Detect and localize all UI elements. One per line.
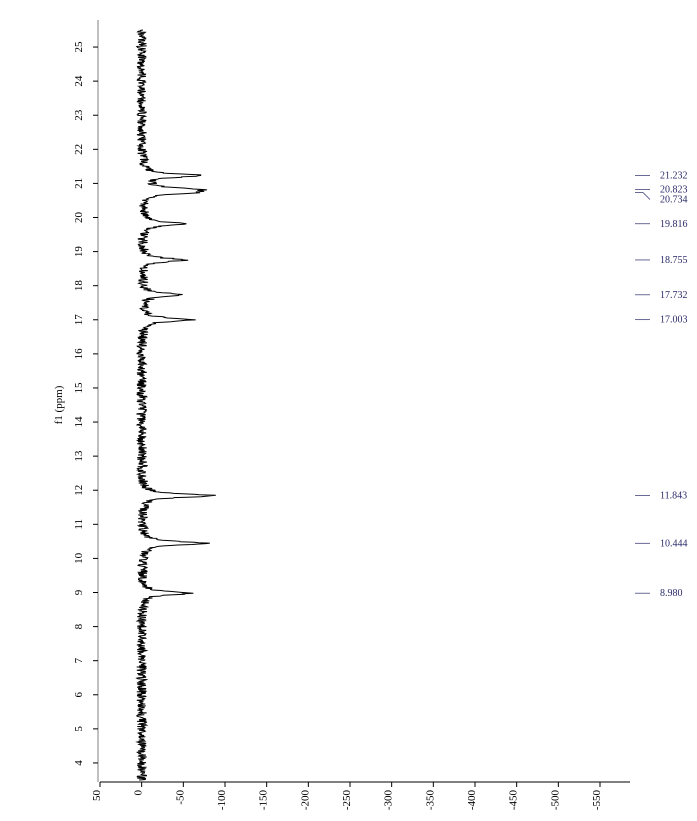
ppm-tick-label: 16 xyxy=(73,348,85,360)
peak-label: 20.734 xyxy=(660,194,688,205)
intensity-tick-label: -550 xyxy=(591,790,603,811)
ppm-tick-label: 19 xyxy=(73,246,85,258)
ppm-tick-label: 13 xyxy=(73,450,85,462)
nmr-spectrum-figure: 50 0 -50 -100 -150 -200 -250 -300 -350 -400 -450 -5… xyxy=(0,0,697,821)
ppm-tick-label: 10 xyxy=(73,552,85,564)
peak-label-leader xyxy=(643,192,650,199)
intensity-tick-label: -300 xyxy=(383,790,395,811)
ppm-tick-label: 4 xyxy=(73,760,85,766)
intensity-tick-label: -150 xyxy=(258,790,270,811)
peak-label: 21.232 xyxy=(660,171,688,182)
intensity-tick-label: -350 xyxy=(424,790,436,811)
intensity-tick-label: -250 xyxy=(341,790,353,811)
ppm-tick-label: 17 xyxy=(73,314,85,326)
peak-label: 18.755 xyxy=(660,255,688,266)
ppm-tick-label: 18 xyxy=(73,280,85,292)
ppm-tick-label: 24 xyxy=(73,75,85,87)
ppm-tick-label: 14 xyxy=(73,416,85,428)
nmr-spectrum-svg: 50 0 -50 -100 -150 -200 -250 -300 -350 -400 -450 -5… xyxy=(0,0,697,821)
intensity-tick-label: 50 xyxy=(91,790,103,802)
peak-label: 17.732 xyxy=(660,290,688,301)
ppm-tick-label: 11 xyxy=(73,519,85,530)
ppm-tick-label: 12 xyxy=(73,485,85,496)
intensity-tick-label: -450 xyxy=(508,790,520,811)
ppm-tick-label: 8 xyxy=(73,623,85,629)
peak-label: 11.843 xyxy=(660,491,687,502)
ppm-tick-label: 20 xyxy=(73,212,85,224)
ppm-tick-label: 9 xyxy=(73,589,85,595)
ppm-tick-label: 22 xyxy=(73,144,85,155)
intensity-tick-label: -100 xyxy=(216,790,228,811)
ppm-tick-label: 5 xyxy=(73,726,85,732)
ppm-tick-label: 25 xyxy=(73,41,85,53)
ppm-tick-label: 7 xyxy=(73,657,85,663)
ppm-tick-label: 15 xyxy=(73,382,85,394)
peak-label: 19.816 xyxy=(660,219,688,230)
spectrum-trace xyxy=(137,30,216,780)
intensity-tick-label: -400 xyxy=(466,790,478,811)
ppm-axis-title: f1 (ppm) xyxy=(53,385,65,424)
intensity-tick-label: 0 xyxy=(133,790,145,796)
ppm-tick-label: 6 xyxy=(73,692,85,698)
intensity-tick-label: -50 xyxy=(174,790,186,805)
peak-label: 10.444 xyxy=(660,538,688,549)
ppm-tick-label: 21 xyxy=(73,178,85,189)
intensity-tick-label: -200 xyxy=(299,790,311,811)
intensity-tick-label: -500 xyxy=(549,790,561,811)
peak-label: 17.003 xyxy=(660,315,688,326)
ppm-tick-label: 23 xyxy=(73,109,85,121)
peak-label: 8.980 xyxy=(660,588,683,599)
